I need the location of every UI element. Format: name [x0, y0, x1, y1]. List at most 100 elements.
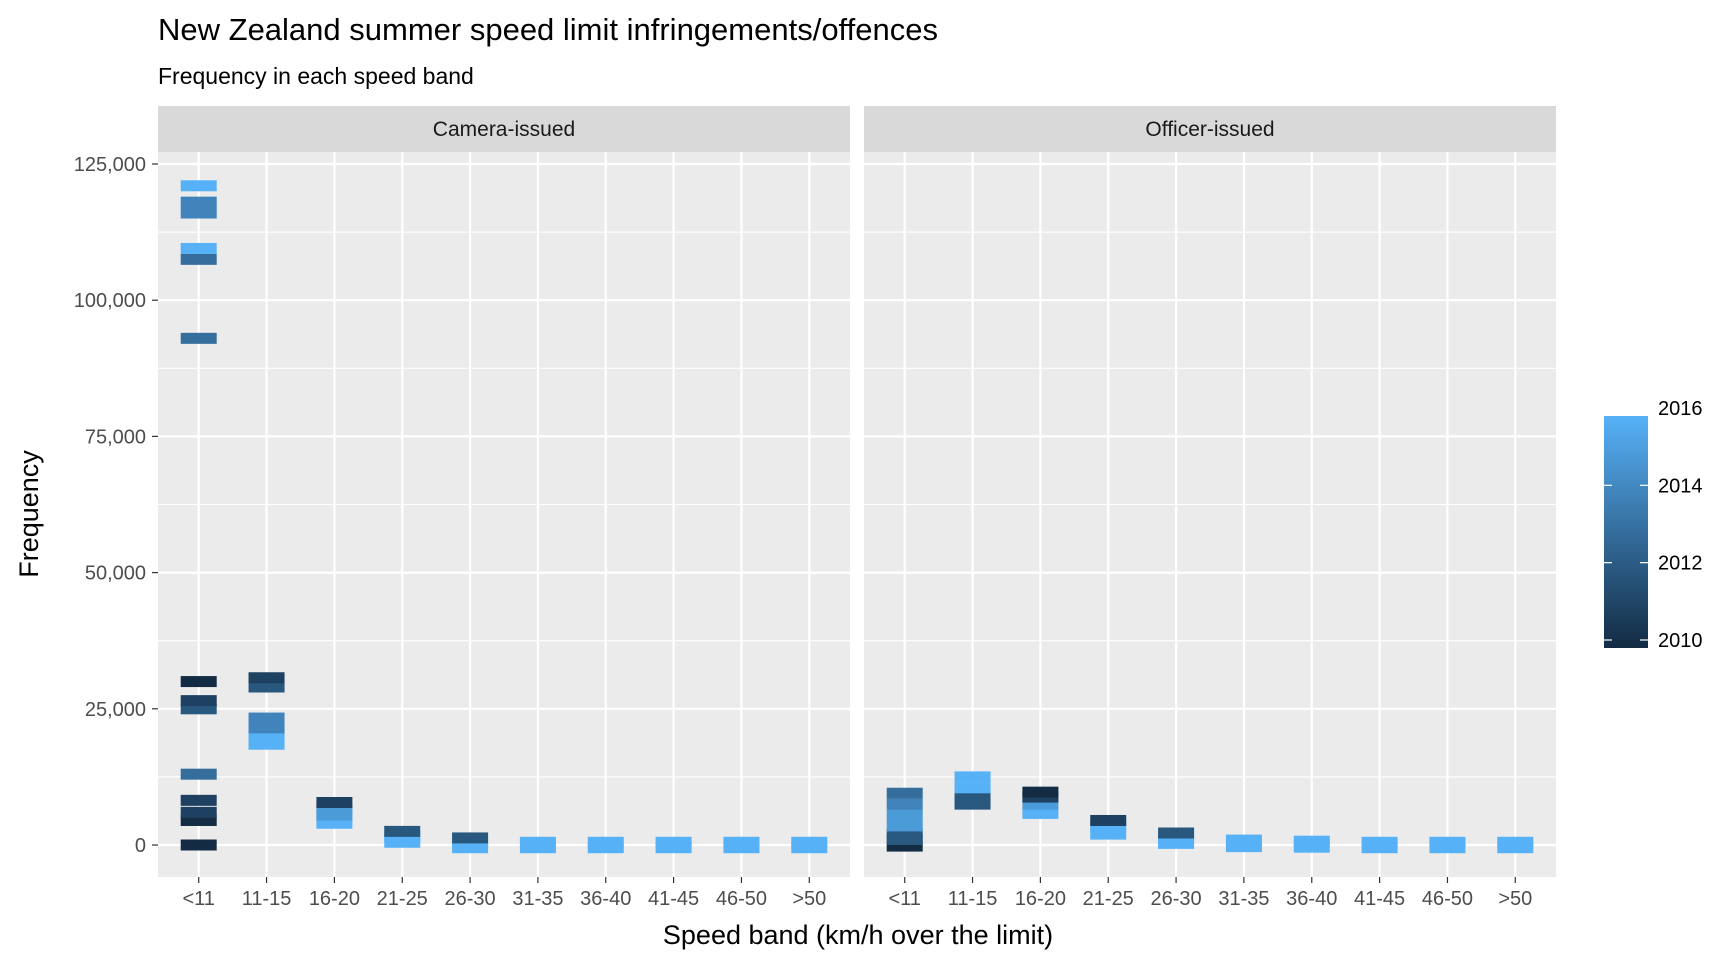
data-band [248, 730, 285, 742]
y-tick-label: 75,000 [85, 426, 146, 448]
data-band [316, 804, 353, 816]
data-band [1361, 836, 1398, 848]
data-band [384, 825, 421, 837]
x-tick-label: 16-20 [309, 888, 360, 910]
data-band [180, 814, 217, 826]
data-band [587, 836, 624, 848]
data-band [180, 794, 217, 806]
x-tick-label: 21-25 [377, 888, 428, 910]
x-tick-label: >50 [1498, 888, 1532, 910]
data-band [723, 836, 760, 848]
data-band [180, 196, 217, 208]
data-band [180, 806, 217, 818]
legend-label: 2014 [1658, 475, 1703, 497]
data-band [1090, 828, 1127, 840]
data-band [248, 738, 285, 750]
x-tick-label: 16-20 [1015, 888, 1066, 910]
data-band [316, 797, 353, 809]
legend-label: 2012 [1658, 553, 1703, 575]
facet-strip [158, 106, 850, 152]
data-band [1225, 834, 1262, 846]
facet-panel: Officer-issued <11 11-15 16-20 21-25 26-30 31-… [864, 106, 1556, 910]
panel-background [864, 152, 1556, 877]
chart-subtitle: Frequency in each speed band [158, 63, 474, 89]
data-band [180, 180, 217, 192]
legend-colorbar [1604, 416, 1648, 648]
data-band [791, 836, 828, 848]
facet-panel: Camera-issued <11 11-15 16-20 21-25 26-30 31-3… [158, 106, 850, 910]
data-band [1225, 841, 1262, 853]
data-band [1293, 841, 1330, 853]
y-tick-label: 100,000 [74, 290, 146, 312]
data-band [1497, 836, 1534, 848]
x-tick-label: 26-30 [445, 888, 496, 910]
facet-strip-label: Officer-issued [1145, 118, 1274, 141]
data-band [180, 695, 217, 707]
data-band [1158, 827, 1195, 839]
x-tick-label: 26-30 [1151, 888, 1202, 910]
data-band [519, 836, 556, 848]
data-band [316, 817, 353, 829]
panel-background [158, 152, 850, 877]
facet-panels: Camera-issued <11 11-15 16-20 21-25 26-30 31-3… [158, 106, 1556, 910]
x-tick-label: 41-45 [648, 888, 699, 910]
data-band [248, 712, 285, 724]
x-tick-label: 21-25 [1083, 888, 1134, 910]
x-tick-label: 11-15 [242, 888, 292, 910]
data-band [1022, 807, 1059, 819]
data-band [1022, 798, 1059, 810]
data-band [954, 798, 991, 810]
x-tick-label: 46-50 [716, 888, 767, 910]
data-band [180, 839, 217, 851]
x-tick-label: <11 [182, 888, 214, 910]
data-band [452, 832, 489, 844]
x-axis-title: Speed band (km/h over the limit) [663, 920, 1053, 950]
data-band [180, 242, 217, 254]
y-tick-label: 125,000 [74, 154, 146, 176]
data-band [1293, 835, 1330, 847]
data-band [180, 207, 217, 219]
data-band [180, 703, 217, 715]
x-tick-label: 36-40 [1286, 888, 1337, 910]
y-axis: 0 25,000 50,000 75,000 100,000 125,000 [74, 154, 158, 857]
data-band [655, 836, 692, 848]
data-band [180, 768, 217, 780]
data-band [886, 787, 923, 799]
x-tick-label: >50 [792, 888, 826, 910]
x-tick-label: 31-35 [1218, 888, 1269, 910]
legend-label: 2010 [1658, 630, 1703, 652]
data-band [886, 840, 923, 852]
data-band [248, 722, 285, 734]
data-band [954, 790, 991, 802]
y-axis-title: Frequency [14, 450, 44, 578]
data-band [180, 253, 217, 265]
data-band [886, 798, 923, 810]
legend: 2016 2014 2012 2010 [1604, 398, 1703, 652]
legend-label: 2016 [1658, 398, 1703, 420]
facet-strip [864, 106, 1556, 152]
x-tick-label: 36-40 [580, 888, 631, 910]
data-band [1022, 786, 1059, 798]
chart-title: New Zealand summer speed limit infringem… [158, 12, 938, 47]
y-tick-label: 25,000 [85, 699, 146, 721]
x-tick-label: <11 [888, 888, 920, 910]
data-band [954, 771, 991, 783]
data-band [180, 676, 217, 688]
data-band [1090, 814, 1127, 826]
facet-strip-label: Camera-issued [433, 118, 575, 141]
data-band [248, 681, 285, 693]
data-band [248, 672, 285, 684]
data-band [886, 809, 923, 821]
x-tick-label: 41-45 [1354, 888, 1405, 910]
x-tick-label: 11-15 [948, 888, 998, 910]
data-band [886, 828, 923, 840]
y-tick-label: 0 [135, 835, 146, 857]
x-tick-label: 31-35 [512, 888, 563, 910]
data-band [954, 782, 991, 794]
data-band [180, 332, 217, 344]
x-tick-label: 46-50 [1422, 888, 1473, 910]
data-band [1429, 836, 1466, 848]
data-band [886, 820, 923, 832]
